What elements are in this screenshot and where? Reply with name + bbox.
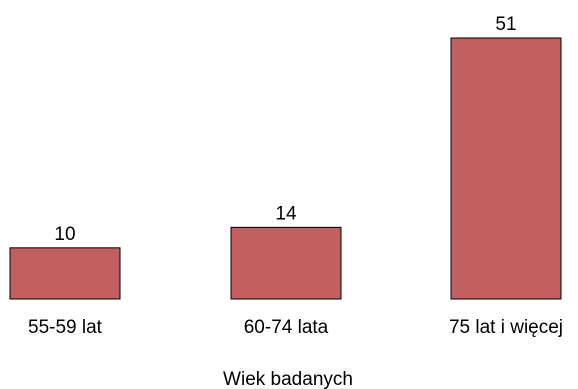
data-label-1: 10 [54,224,75,245]
bar-1 [9,247,121,300]
bars-group [9,37,562,300]
x-axis-label: Wiek badanych [223,369,353,389]
data-label-3: 51 [495,14,516,35]
data-label-2: 14 [275,203,297,224]
category-label-3: 75 lat i więcej [449,317,563,338]
category-label-2: 60-74 lata [244,317,329,338]
value-labels-group: 10 14 51 [54,14,516,245]
bar-3 [450,37,562,300]
category-label-1: 55-59 lat [28,317,103,338]
bar-2 [230,226,342,300]
category-labels-group: 55-59 lat 60-74 lata 75 lat i więcej [28,317,563,338]
